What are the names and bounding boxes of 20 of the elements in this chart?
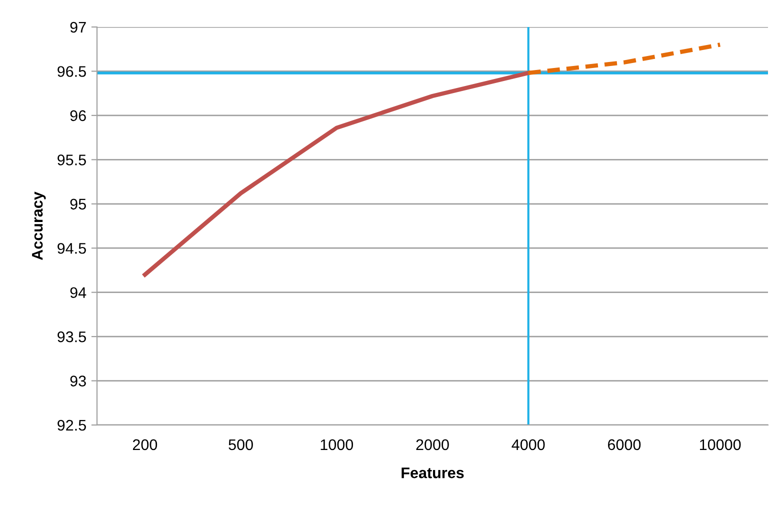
y-tick-label: 94.5: [58, 242, 86, 254]
y-tick-label: 93: [70, 376, 86, 386]
y-tick-label: 96.5: [58, 66, 86, 77]
x-tick-label: 1000: [320, 439, 354, 450]
x-axis-title: Features: [402, 468, 464, 478]
y-axis-title: Accuracy: [32, 192, 46, 260]
y-tick-label: 95: [70, 198, 86, 210]
x-tick-label: 500: [228, 439, 253, 450]
x-tick-label: 4000: [512, 439, 545, 450]
x-tick-label: 10000: [700, 439, 741, 450]
line-series: [142, 70, 530, 277]
y-tick-label: 96: [70, 110, 86, 122]
y-tick-label: 94: [70, 287, 86, 298]
x-tick-label: 2000: [416, 439, 449, 450]
x-tick-label: 6000: [608, 439, 641, 450]
y-tick-label: 95.5: [58, 154, 86, 166]
y-tick-label: 93.5: [58, 331, 86, 342]
x-tick-label: 200: [132, 439, 158, 450]
y-tick-label: 92.5: [58, 420, 86, 431]
y-tick-label: 97: [70, 22, 86, 33]
